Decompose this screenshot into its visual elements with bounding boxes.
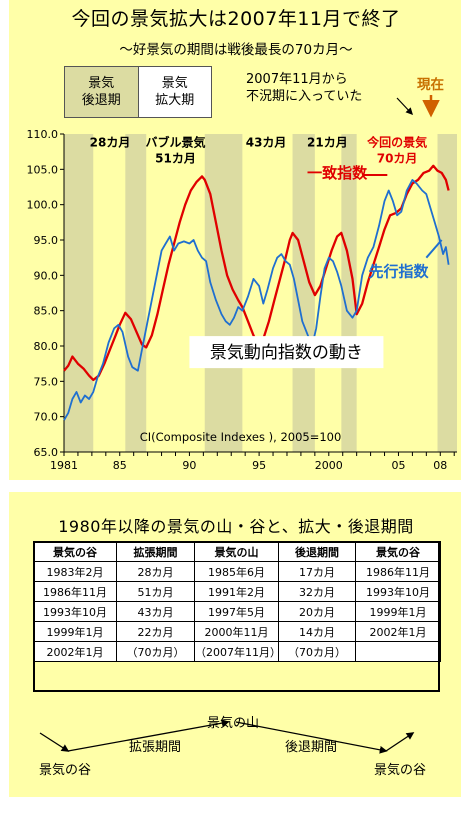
- expansion-label: 28カ月: [90, 136, 131, 150]
- table-cell: 1986年11月: [33, 581, 117, 602]
- x-tick-label: 1981: [50, 459, 78, 472]
- recession-band: [437, 134, 457, 452]
- table-cell: 2002年1月: [33, 641, 117, 662]
- table-title: 1980年以降の景気の山・谷と、拡大・後退期間: [58, 517, 414, 536]
- table-cell: （70カ月）: [116, 641, 195, 662]
- legend-recession-line1: 景気: [88, 76, 115, 91]
- cycle-trough-right-label: 景気の谷: [374, 763, 427, 778]
- x-tick-label: 85: [113, 459, 127, 472]
- cycle-table: 景気の谷 拡張期間 景気の山 後退期間 景気の谷 1983年2月 28カ月 1985…: [33, 541, 441, 662]
- recession-note: 2007年11月から 不況期に入っていた: [246, 71, 362, 105]
- table-cell: 1985年6月: [194, 561, 279, 582]
- table-cell: 2000年11月: [194, 621, 279, 642]
- table-cell: 1983年2月: [33, 561, 117, 582]
- x-tick-label: 08: [433, 459, 447, 472]
- cycle-expansion-label: 拡張期間: [129, 740, 182, 755]
- table-cell: 2002年1月: [355, 621, 441, 642]
- expansion-label: 70カ月: [377, 151, 418, 165]
- y-tick-label: 80.0: [34, 340, 59, 353]
- x-tick-label: 05: [391, 459, 405, 472]
- y-tick-label: 70.0: [34, 411, 59, 424]
- header-expansion: 拡張期間: [116, 541, 195, 562]
- table-cell: 1999年1月: [33, 621, 117, 642]
- table-cell: （2007年11月）: [194, 641, 281, 662]
- y-tick-label: 105.0: [27, 163, 59, 176]
- page-subtitle: 〜好景気の期間は戦後最長の70カ月〜: [119, 42, 353, 58]
- table-row: 1999年1月 22カ月 2000年11月 14カ月 2002年1月: [33, 621, 441, 642]
- series-line-leading: [63, 179, 450, 421]
- series-label-coincident: 一致指数: [307, 164, 368, 182]
- y-tick-label: 85.0: [34, 305, 59, 318]
- ci-line-chart: 65.0 70.0 75.0 80.0 85.0 90.0 95.0 100.0 105.0 11…: [27, 128, 457, 472]
- table-cell: [355, 641, 441, 662]
- table-cell: 28カ月: [116, 561, 195, 582]
- now-label: 現在: [417, 77, 444, 93]
- note-line-2: 不況期に入っていた: [246, 89, 363, 104]
- chart-caption: CI(Composite Indexes ), 2005=100: [140, 430, 342, 444]
- legend-recession-line2: 後退期: [81, 93, 121, 108]
- table-cell: （70カ月）: [278, 641, 356, 662]
- cycle-trough-left-label: 景気の谷: [39, 763, 92, 778]
- expansion-label: 51カ月: [155, 151, 196, 165]
- y-tick-label: 95.0: [34, 234, 59, 247]
- recession-band: [204, 134, 243, 452]
- y-tick-label: 100.0: [27, 199, 59, 212]
- y-tick-label: 90.0: [34, 269, 59, 282]
- legend-expansion: 景気 拡大期: [138, 67, 211, 117]
- note-line-1: 2007年11月から: [246, 72, 348, 87]
- header-recession: 後退期間: [278, 541, 356, 562]
- header-peak: 景気の山: [194, 541, 279, 562]
- legend-expansion-line1: 景気: [161, 76, 188, 91]
- table-cell: 22カ月: [116, 621, 195, 642]
- table-cell: 1999年1月: [355, 601, 441, 622]
- table-cell: 17カ月: [278, 561, 356, 582]
- table-row: 1993年10月 43カ月 1997年5月 20カ月 1999年1月: [33, 601, 441, 622]
- expansion-label: 21カ月: [307, 136, 348, 150]
- y-tick-label: 75.0: [34, 375, 59, 388]
- legend-expansion-line2: 拡大期: [155, 93, 195, 108]
- legend-box: 景気後退期 景気拡大期: [64, 66, 212, 118]
- table-cell: 1993年10月: [355, 581, 441, 602]
- x-tick-label: 2000: [315, 459, 343, 472]
- header-trough-end: 景気の谷: [355, 541, 441, 562]
- expansion-label: 43カ月: [246, 136, 287, 150]
- overlay-label: 景気動向指数の動き: [210, 343, 363, 363]
- table-cell: 51カ月: [116, 581, 195, 602]
- table-cell: 14カ月: [278, 621, 356, 642]
- page-title: 今回の景気拡大は2007年11月で終了: [71, 8, 401, 30]
- y-tick-label: 65.0: [34, 446, 59, 459]
- recession-band: [125, 134, 147, 452]
- y-tick-label: 110.0: [27, 128, 59, 141]
- table-header-row: 景気の谷 拡張期間 景気の山 後退期間 景気の谷: [33, 541, 441, 562]
- series-label-leading: 先行指数: [368, 263, 429, 281]
- overlay-box: [189, 336, 384, 369]
- recession-band: [64, 134, 94, 452]
- expansion-label: バブル景気: [145, 135, 205, 150]
- legend-recession: 景気 後退期: [65, 67, 139, 117]
- x-tick-label: 90: [182, 459, 196, 472]
- table-row: 1986年11月 51カ月 1991年2月 32カ月 1993年10月: [33, 581, 441, 602]
- table-row: 2002年1月 （70カ月） （2007年11月） （70カ月）: [33, 641, 441, 662]
- table-cell: 1991年2月: [194, 581, 279, 602]
- recession-band: [292, 134, 315, 452]
- table-cell: 20カ月: [278, 601, 356, 622]
- cycle-peak-label: 景気の山: [207, 716, 260, 731]
- leading-pointer: [425, 239, 443, 259]
- cycle-recession-label: 後退期間: [285, 740, 338, 755]
- table-cell: 1986年11月: [355, 561, 441, 582]
- table-row: 1983年2月 28カ月 1985年6月 17カ月 1986年11月: [33, 561, 441, 582]
- x-tick-label: 95: [252, 459, 266, 472]
- table-cell: 1997年5月: [194, 601, 279, 622]
- table-cell: 1993年10月: [33, 601, 117, 622]
- header-trough: 景気の谷: [33, 541, 117, 562]
- table-cell: 43カ月: [116, 601, 195, 622]
- recession-band: [341, 134, 357, 452]
- expansion-label: 今回の景気: [366, 135, 427, 150]
- table-cell: 32カ月: [278, 581, 356, 602]
